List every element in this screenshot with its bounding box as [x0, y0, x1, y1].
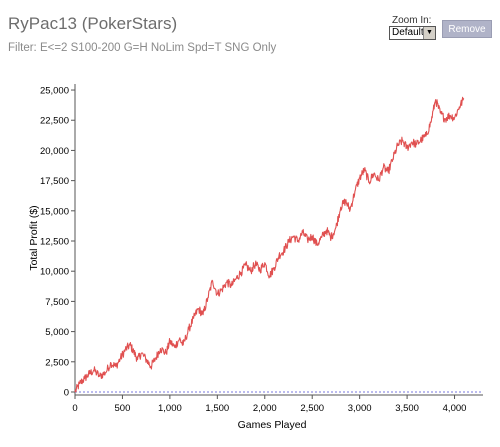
zoom-select[interactable]: Default ▼ [389, 26, 436, 40]
y-tick-label: 22,500 [40, 116, 69, 127]
x-tick-label: 2,500 [300, 403, 324, 414]
x-tick-label: 1,500 [205, 403, 229, 414]
remove-button[interactable]: Remove [442, 20, 492, 38]
y-tick-label: 25,000 [40, 86, 69, 97]
chart-axes [74, 84, 483, 396]
x-tick-label: 2,000 [253, 403, 277, 414]
y-axis-label: Total Profit ($) [28, 205, 40, 270]
y-tick-label: 5,000 [45, 327, 69, 338]
zoom-select-value: Default [392, 27, 424, 38]
y-tick-label: 15,000 [40, 206, 69, 217]
y-tick-label: 20,000 [40, 146, 69, 157]
chart-title: RyPac13 (PokerStars) [8, 14, 178, 33]
profit-series-line [74, 96, 465, 393]
x-tick-label: 4,000 [443, 403, 467, 414]
y-axis-ticks: 0 2,500 5,000 7,500 10,000 12,500 15,000 17,500… [40, 86, 75, 398]
x-axis-ticks: 0 500 1,000 1,500 2,000 2,500 3,000 3,500 4,000 [72, 395, 466, 414]
x-tick-label: 0 [72, 403, 77, 414]
y-tick-label: 17,500 [40, 176, 69, 187]
y-tick-label: 10,000 [40, 267, 69, 278]
y-tick-label: 2,500 [45, 357, 69, 368]
x-tick-label: 1,000 [158, 403, 182, 414]
x-tick-label: 3,500 [395, 403, 419, 414]
filter-text: Filter: E<=2 S100-200 G=H NoLim Spd=T SN… [8, 42, 277, 54]
x-tick-label: 3,000 [348, 403, 372, 414]
y-tick-label: 12,500 [40, 237, 69, 248]
series-group [74, 96, 465, 393]
chevron-down-icon[interactable]: ▼ [423, 27, 435, 39]
y-tick-label: 0 [64, 387, 69, 398]
x-axis-label: Games Played [238, 419, 307, 431]
y-tick-label: 7,500 [45, 297, 69, 308]
x-tick-label: 500 [115, 403, 131, 414]
zoom-label: Zoom In: [392, 15, 432, 26]
